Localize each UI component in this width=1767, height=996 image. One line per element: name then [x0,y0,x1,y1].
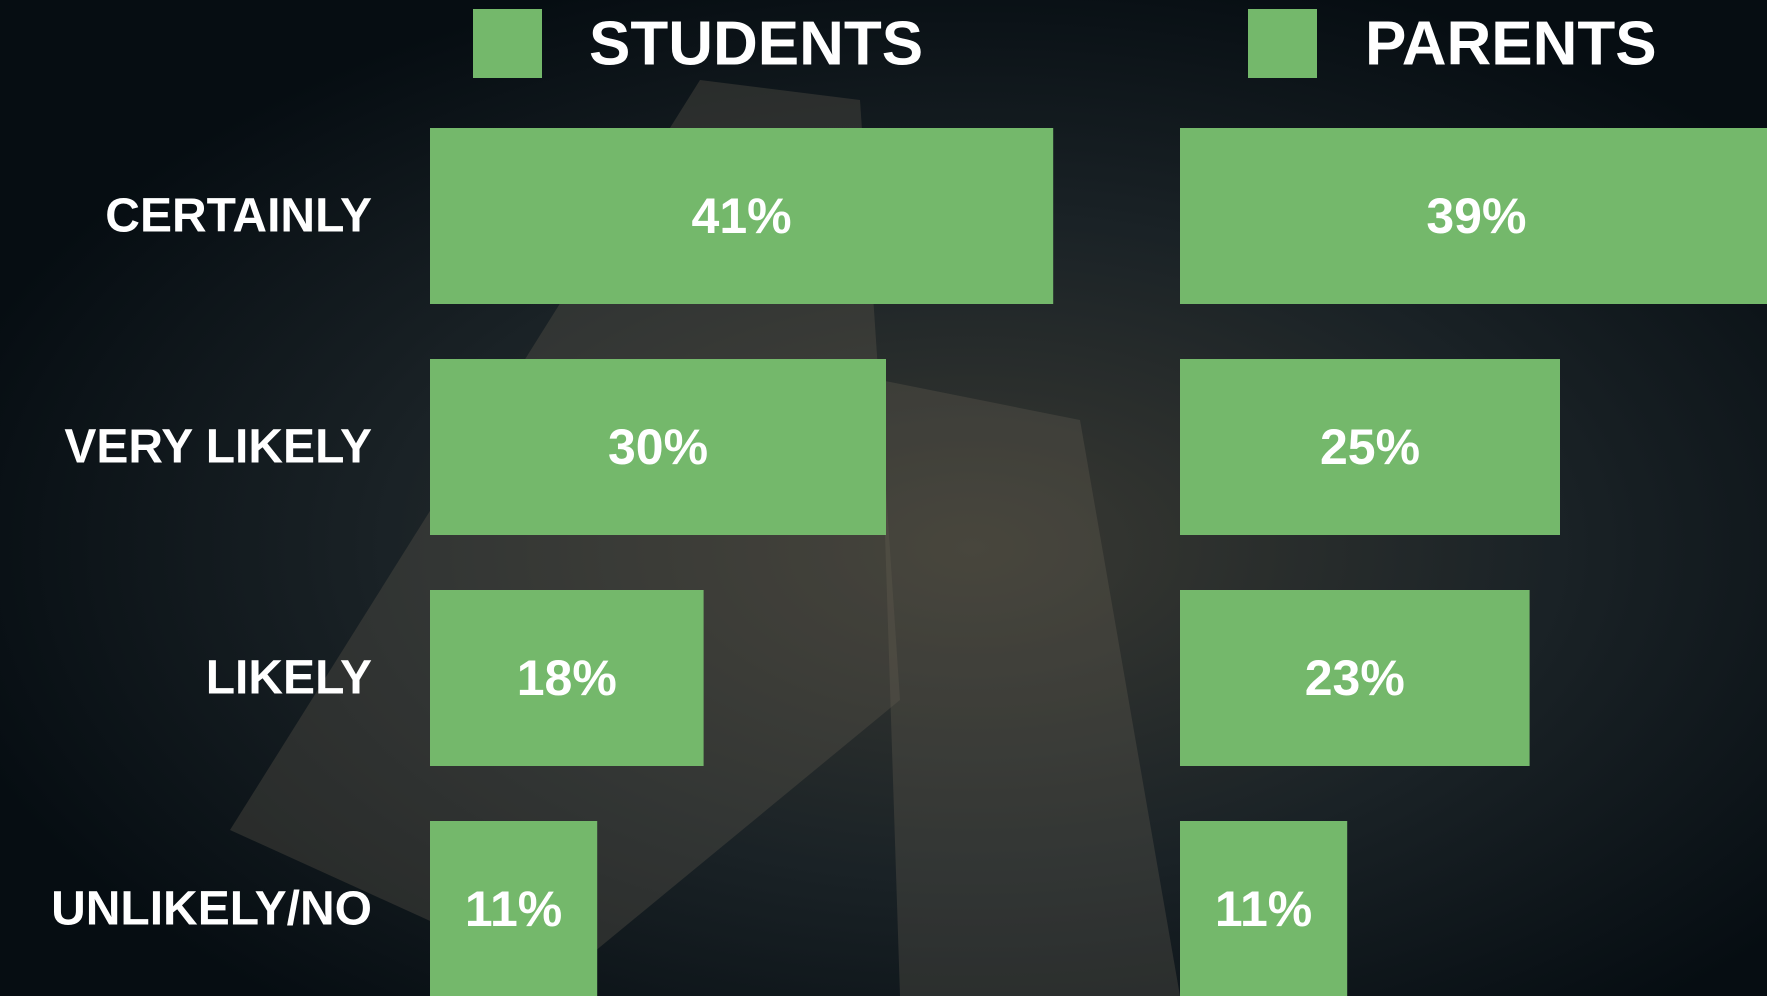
category-label: VERY LIKELY [64,421,372,474]
value-label: 41% [692,188,792,244]
category-label: LIKELY [206,652,372,705]
legend-swatch [1248,9,1317,78]
bar [1180,590,1530,766]
value-label: 30% [608,419,708,475]
bar [430,128,1054,304]
value-label: 25% [1320,419,1420,475]
value-label: 18% [517,650,617,706]
value-label: 11% [1215,881,1312,937]
bar [1180,128,1767,304]
bar [1180,821,1348,996]
category-label: CERTAINLY [105,190,372,243]
bar [430,359,886,535]
bar [1180,359,1560,535]
value-label: 39% [1426,188,1526,244]
bar [430,821,598,996]
value-label: 11% [465,881,562,937]
legend-label: PARENTS [1365,10,1657,79]
background-photo-shape [880,380,1180,996]
value-label: 23% [1305,650,1405,706]
legend-label: STUDENTS [589,10,923,79]
bar [430,590,704,766]
category-label: UNLIKELY/NO [51,883,372,936]
legend-swatch [473,9,542,78]
